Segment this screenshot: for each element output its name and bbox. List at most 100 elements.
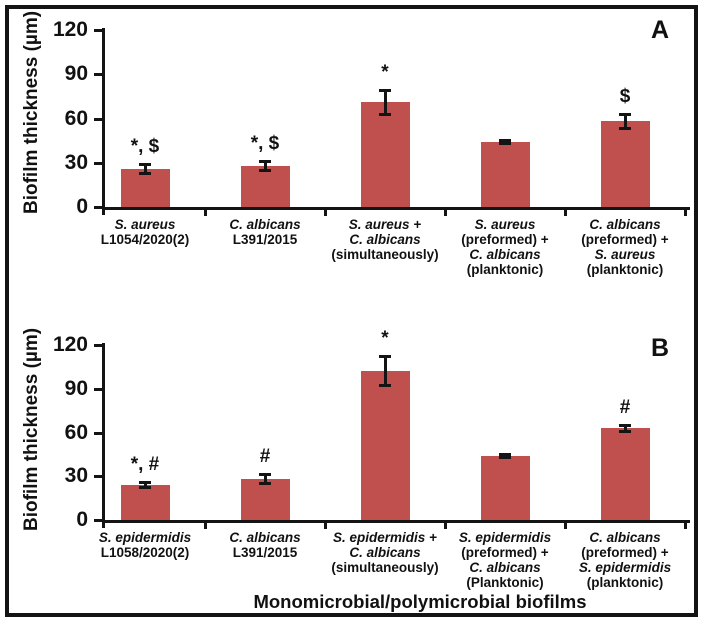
y-axis-tick [94,206,102,209]
error-bar-cap-top [139,480,151,484]
y-tick-label: 0 [76,195,88,218]
category-label: C. albicans L391/2015 [203,530,327,560]
error-bar-cap-top [619,423,631,427]
error-bar-cap-bottom [379,112,391,116]
category-label-line: C. albicans [349,545,421,560]
x-axis-line [102,207,690,210]
bar [361,102,410,207]
bar [361,371,410,520]
y-axis-line [102,28,105,215]
panel-b-label: B [650,334,670,362]
category-label-line: (planktonic) [586,575,664,590]
bar [241,165,290,207]
category-label-line: C. albicans [229,217,301,232]
category-label-line: L1058/2020(2) [100,545,190,560]
category-label: C. albicans L391/2015 [203,217,327,247]
category-label-line: S. epidermidis [458,530,552,545]
y-tick-label: 60 [64,420,88,444]
y-tick-label: 0 [76,508,88,531]
y-axis-tick [94,387,102,391]
category-label: S. epidermidis (preformed) + C. albicans (P… [443,530,567,590]
category-label-line: S. epidermidis [578,560,672,575]
category-label-line: C. albicans [349,232,421,247]
category-label: C. albicans (preformed) + S. epidermidis (p… [563,530,687,590]
error-bar-cap-top [499,139,511,143]
category-label-line: S. aureus + [348,217,422,232]
category-label: S. aureus + C. albicans (simultaneously) [323,217,447,262]
error-bar-line [624,112,627,131]
error-bar-cap-bottom [379,384,391,388]
category-label-line: (preformed) + [461,232,549,247]
bar [121,485,170,520]
error-bar-cap-bottom [139,486,151,490]
significance-annotation: *, # [130,453,160,475]
category-label-line: L391/2015 [232,232,298,247]
category-label-line: C. albicans [469,560,541,575]
error-bar-cap-top [379,89,391,92]
category-label: S. epidermidis + C. albicans (simultaneous… [323,530,447,575]
y-tick-label: 90 [64,376,88,400]
significance-annotation: $ [619,85,631,107]
bar [601,428,650,520]
error-bar-line [144,480,147,490]
error-bar-cap-bottom [619,429,631,433]
y-tick-label: 90 [64,62,88,86]
error-bar-cap-top [139,162,151,166]
category-label: S. aureus L1054/2020(2) [83,217,207,247]
error-bar-line [384,89,387,116]
category-label-line: (preformed) + [461,545,549,560]
category-label: S. epidermidis L1058/2020(2) [83,530,207,560]
significance-annotation: *, $ [250,132,280,154]
significance-annotation: *, $ [130,135,160,157]
x-axis-tick [684,210,687,216]
significance-annotation: # [619,396,631,418]
category-label-line: S. epidermidis [98,530,192,545]
x-axis-tick [204,523,207,529]
y-axis-tick [94,73,102,77]
y-axis-tick [94,519,102,522]
bar [121,168,170,207]
category-label-line: C. albicans [469,247,541,262]
error-bar-cap-top [619,112,631,116]
category-label-line: C. albicans [589,530,661,545]
x-axis-title: Monomicrobial/polymicrobial biofilms [253,591,587,612]
category-label-line: S. aureus [474,217,536,232]
error-bar-cap-bottom [619,127,631,131]
y-tick-label: 60 [64,106,88,130]
category-label-line: C. albicans [589,217,661,232]
category-label-line: C. albicans [229,530,301,545]
category-label-line: (simultaneously) [331,560,439,575]
error-bar-line [264,159,267,172]
error-bar-cap-bottom [499,455,511,459]
x-axis-tick [684,523,687,529]
x-axis-tick [564,523,567,529]
x-axis-tick [564,210,567,216]
significance-annotation: * [381,328,389,350]
category-label-line: L1054/2020(2) [100,232,190,247]
y-tick-label: 30 [64,150,88,174]
category-label-line: S. aureus [594,247,656,262]
category-label-line: (planktonic) [466,262,544,277]
error-bar-cap-top [259,159,271,163]
y-tick-label: 120 [52,333,88,356]
y-axis-line [102,343,105,528]
y-axis-tick [94,344,102,347]
category-label: S. aureus (preformed) + C. albicans (plankt… [443,217,567,277]
error-bar-cap-top [379,355,391,359]
y-axis-tick [94,29,102,32]
category-label-line: S. aureus [114,217,176,232]
error-bar-cap-bottom [139,171,151,175]
x-axis-tick [444,210,447,216]
y-axis-tick [94,161,102,165]
category-label-line: S. epidermidis + [333,530,437,545]
error-bar-line [264,473,267,485]
error-bar-line [144,162,147,175]
significance-annotation: * [381,62,389,83]
x-axis-tick [444,523,447,529]
category-label-line: (Planktonic) [466,575,544,590]
x-axis-tick [324,210,327,216]
x-axis-tick [204,210,207,216]
